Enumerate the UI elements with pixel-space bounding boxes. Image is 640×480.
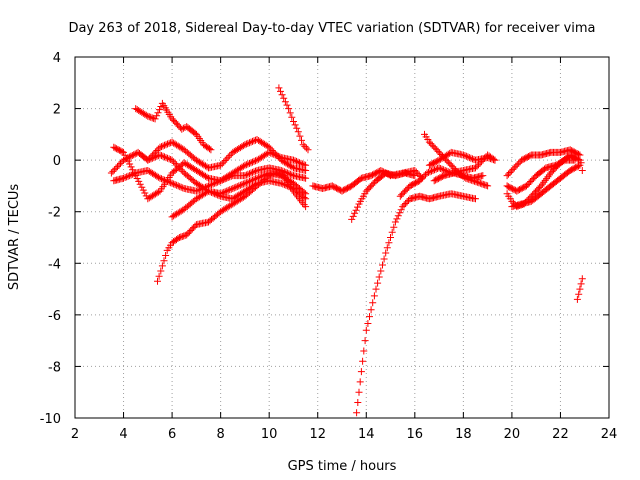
series-track-3 xyxy=(110,164,310,195)
y-tick-label: -10 xyxy=(40,412,61,427)
series-markers xyxy=(348,169,419,223)
series-markers xyxy=(168,177,310,221)
series-track-11 xyxy=(353,190,479,417)
series-markers xyxy=(573,275,586,303)
data-points xyxy=(107,84,586,417)
series-markers xyxy=(430,169,487,185)
x-tick-label: 12 xyxy=(309,427,326,442)
x-tick-label: 6 xyxy=(168,427,176,442)
series-markers xyxy=(353,190,479,417)
series-markers xyxy=(503,146,586,180)
y-tick-label: 0 xyxy=(53,154,61,169)
series-track-7 xyxy=(168,177,310,221)
x-tick-label: 4 xyxy=(119,427,127,442)
x-tick-label: 8 xyxy=(216,427,224,442)
y-tick-label: 2 xyxy=(53,103,61,118)
series-markers xyxy=(503,156,579,195)
chart-title: Day 263 of 2018, Sidereal Day-to-day VTE… xyxy=(68,21,595,36)
y-tick-label: -2 xyxy=(48,206,61,221)
series-track-8 xyxy=(275,84,312,154)
y-axis-label: SDTVAR / TECUs xyxy=(7,184,22,291)
series-track-15 xyxy=(430,169,487,185)
x-tick-label: 20 xyxy=(504,427,521,442)
series-markers xyxy=(132,99,215,154)
y-tick-label: -4 xyxy=(48,257,61,272)
series-track-18 xyxy=(508,161,584,211)
series-markers xyxy=(110,164,310,195)
y-tick-label: -8 xyxy=(48,360,61,375)
y-tick-label: 4 xyxy=(53,51,61,66)
series-track-20 xyxy=(573,275,586,303)
series-track-19 xyxy=(503,156,579,195)
axis-ticks xyxy=(74,56,610,419)
x-tick-label: 24 xyxy=(601,427,618,442)
series-track-10 xyxy=(348,169,419,223)
x-tick-label: 18 xyxy=(455,427,472,442)
y-tick-label: -6 xyxy=(48,309,61,324)
x-tick-label: 14 xyxy=(358,427,375,442)
x-tick-label: 16 xyxy=(407,427,424,442)
series-markers xyxy=(275,84,312,154)
series-track-4 xyxy=(132,99,215,154)
x-axis-label: GPS time / hours xyxy=(288,459,397,474)
series-track-16 xyxy=(503,146,586,180)
x-tick-label: 10 xyxy=(261,427,278,442)
x-tick-label: 22 xyxy=(552,427,569,442)
grid xyxy=(75,57,609,418)
plot-frame xyxy=(74,56,610,419)
series-markers xyxy=(508,161,584,211)
series-track-14 xyxy=(425,148,499,169)
series-markers xyxy=(425,148,499,169)
x-tick-label: 2 xyxy=(71,427,79,442)
